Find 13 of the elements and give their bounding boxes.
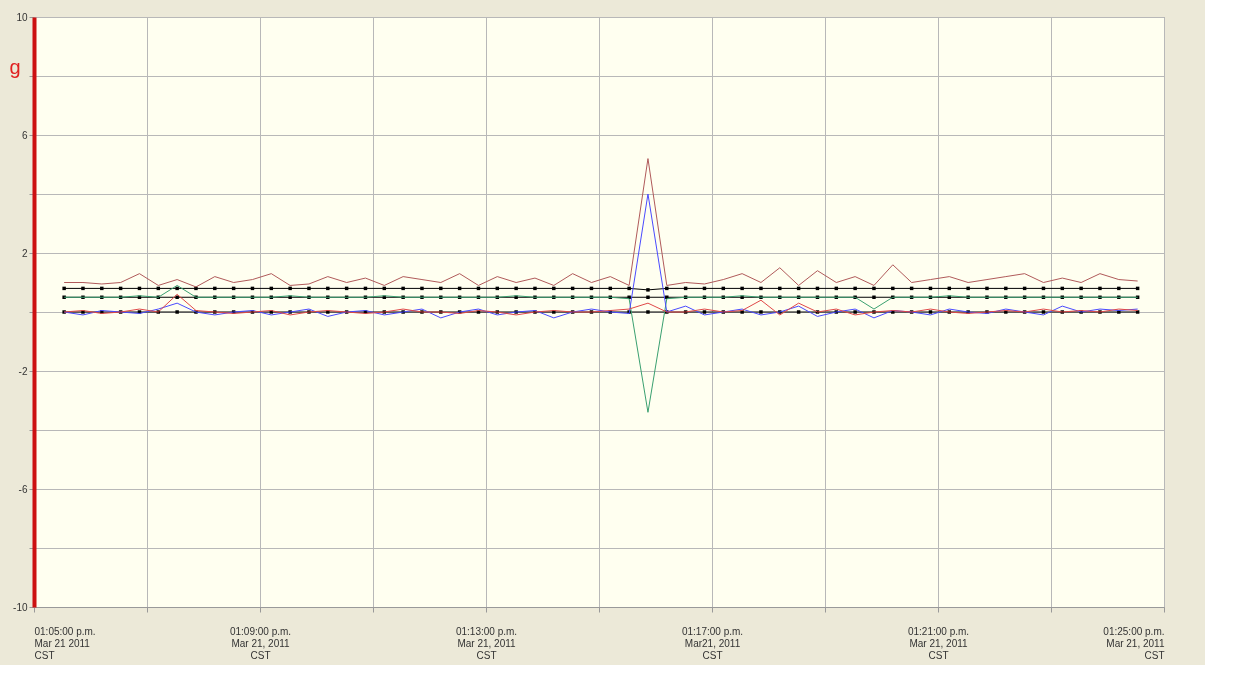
x-tick-label: 01:09:00 p.m. Mar 21, 2011 CST [229, 625, 292, 661]
x-tick-label: 01:05:00 p.m. Mar 21 2011 CST [34, 625, 96, 661]
y-tick-label: 6 [21, 129, 28, 141]
y-tick-label: -10 [13, 601, 28, 613]
x-tick-label: 01:25:00 p.m. Mar 21, 2011 CST [1103, 625, 1165, 661]
y-tick-label: 10 [16, 11, 28, 23]
y-tick-label: 2 [21, 247, 28, 259]
x-tick-label: 01:21:00 p.m. Mar 21, 2011 CST [907, 625, 970, 661]
x-tick-label: 01:17:00 p.m. Mar21, 2011 CST [681, 625, 744, 661]
x-tick-label: 01:13:00 p.m. Mar 21, 2011 CST [455, 625, 518, 661]
y-tick-label: -2 [18, 365, 28, 377]
y-tick-label: -6 [18, 483, 28, 495]
y-axis-title: g [9, 55, 21, 78]
